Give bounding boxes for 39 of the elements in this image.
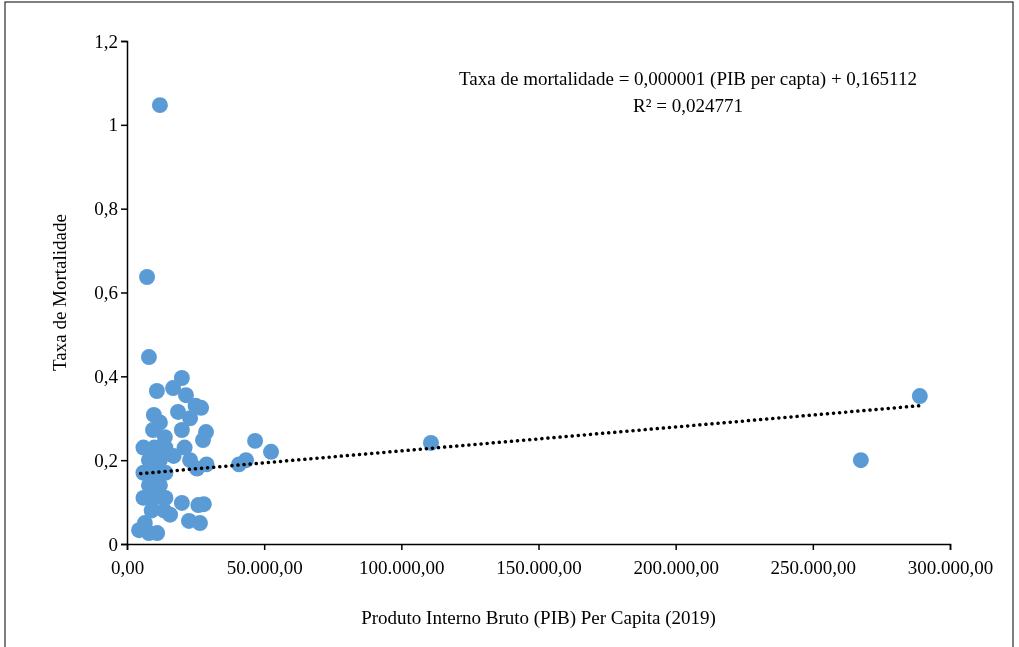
point — [173, 422, 190, 438]
point — [178, 387, 194, 404]
point — [195, 432, 211, 449]
x-tick-label: 300.000,00 — [907, 556, 994, 578]
point — [263, 443, 279, 460]
x-tick-label: 200.000,00 — [633, 556, 719, 578]
y-tick-label: 0 — [108, 533, 118, 555]
y-tick-label: 0,2 — [94, 449, 118, 471]
point — [852, 452, 869, 469]
point — [182, 410, 199, 427]
point — [139, 269, 156, 285]
point — [191, 515, 208, 531]
y-tick-label: 0,8 — [94, 198, 118, 220]
point — [148, 383, 165, 399]
point — [143, 502, 160, 519]
y-tick-label: 0,6 — [94, 282, 118, 304]
point — [165, 380, 182, 397]
point — [151, 97, 168, 114]
point — [173, 494, 190, 511]
point — [173, 370, 190, 386]
point — [145, 422, 162, 438]
y-tick-label: 1,2 — [94, 30, 118, 52]
point — [247, 432, 264, 449]
x-tick-label: 150.000,00 — [496, 556, 582, 578]
point — [170, 404, 187, 420]
x-axis-title: Produto Interno Bruto (PIB) Per Capita (2019) — [361, 607, 716, 629]
point — [140, 349, 157, 366]
y-tick-label: 0,4 — [94, 365, 119, 387]
point — [911, 388, 928, 404]
y-axis-title: Taxa de Mortalidade — [49, 214, 70, 371]
point — [176, 439, 193, 456]
annotation: R² = 0,024771 — [633, 95, 743, 116]
x-tick-label: 50.000,00 — [226, 556, 303, 578]
annotation: Taxa de mortalidade = 0,000001 (PIB per capta) + 0,165112 — [459, 68, 917, 90]
point — [165, 448, 182, 464]
x-tick-label: 100.000,00 — [359, 556, 445, 578]
x-tick-label: 0,00 — [110, 556, 145, 578]
x-tick-label: 250.000,00 — [770, 556, 857, 578]
y-tick-label: 1 — [108, 114, 118, 136]
